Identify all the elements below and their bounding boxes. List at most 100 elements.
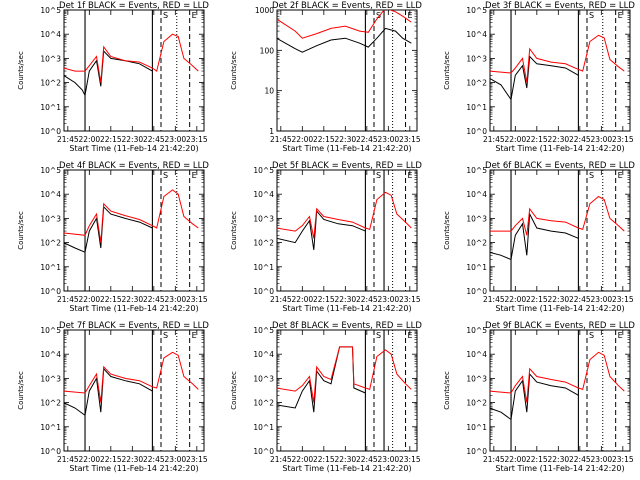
start-marker-label: S (376, 171, 381, 180)
y-axis-label: Counts/sec (230, 211, 238, 250)
x-tick-label: 22:45 (356, 135, 378, 144)
events-series-line (277, 27, 412, 53)
y-axis-label: Counts/sec (17, 211, 25, 250)
y-tick-label: 10^0 (40, 447, 61, 456)
y-tick-label: 10^2 (253, 399, 274, 408)
x-tick-label: 22:30 (122, 135, 144, 144)
lld-series-line (277, 191, 412, 239)
end-marker-label: E (618, 171, 623, 180)
panel-det-9: Det 9f BLACK = Events, RED = LLD 10^0 10^1… (443, 321, 635, 473)
x-tick-label: 23:15 (186, 455, 208, 464)
start-marker-label: S (163, 331, 168, 340)
y-tick-label: 10^4 (466, 30, 487, 39)
y-tick-label: 10^2 (40, 399, 61, 408)
x-tick-label: 23:15 (612, 295, 634, 304)
x-tick-label: 22:00 (79, 295, 101, 304)
plot-frame (276, 169, 418, 292)
y-tick-label: 10^5 (40, 6, 61, 15)
lld-series-line (490, 351, 625, 403)
panel-title: Det 3f BLACK = Events, RED = LLD (485, 1, 635, 11)
x-tick-label: 22:45 (356, 295, 378, 304)
x-tick-label: 22:30 (335, 135, 357, 144)
x-tick-label: 22:45 (143, 135, 165, 144)
events-series-line (64, 205, 153, 253)
y-axis-label: Counts/sec (443, 51, 451, 90)
y-axis-label: Counts/sec (443, 371, 451, 410)
x-axis-label: Start Time (11-Feb-14 21:42:20) (282, 304, 411, 313)
x-tick-label: 22:15 (526, 295, 548, 304)
x-tick-label: 22:00 (292, 455, 314, 464)
end-marker-label: E (408, 11, 413, 20)
x-tick-label: 23:00 (591, 295, 613, 304)
x-tick-label: 22:30 (122, 455, 144, 464)
y-tick-label: 10^0 (253, 287, 274, 296)
end-marker-label: E (192, 171, 197, 180)
panel-title: Det 1f BLACK = Events, RED = LLD (59, 1, 209, 11)
y-tick-label: 10^3 (40, 54, 61, 63)
x-tick-label: 22:30 (122, 295, 144, 304)
x-tick-label: 22:30 (548, 295, 570, 304)
x-tick-label: 23:00 (165, 455, 187, 464)
x-axis-label: Start Time (11-Feb-14 21:42:20) (69, 144, 198, 153)
x-tick-label: 22:45 (569, 455, 591, 464)
x-tick-label: 22:15 (313, 135, 335, 144)
y-tick-label: 10^1 (40, 263, 61, 272)
x-tick-label: 22:45 (143, 295, 165, 304)
y-tick-label: 10^0 (466, 127, 487, 136)
plot-frame (63, 169, 205, 292)
x-tick-label: 22:00 (292, 295, 314, 304)
x-tick-label: 22:15 (313, 295, 335, 304)
x-tick-label: 22:00 (79, 455, 101, 464)
panel-det-2: Det 2f BLACK = Events, RED = LLD 1 10 100 10… (230, 1, 422, 153)
y-tick-label: 10^2 (466, 399, 487, 408)
y-tick-label: 10^5 (466, 326, 487, 335)
events-series-line (490, 372, 579, 421)
end-marker-label: E (408, 171, 413, 180)
y-tick-label: 10^3 (466, 374, 487, 383)
y-tick-label: 10^4 (40, 190, 61, 199)
y-tick-label: 10^2 (40, 239, 61, 248)
start-marker-label: S (376, 11, 381, 20)
x-tick-label: 22:00 (79, 135, 101, 144)
y-tick-label: 10^4 (40, 30, 61, 39)
x-tick-label: 23:15 (399, 135, 421, 144)
x-tick-label: 22:15 (100, 455, 122, 464)
end-marker-label: E (192, 11, 197, 20)
lld-series-line (64, 189, 199, 243)
end-marker-label: E (192, 331, 197, 340)
y-tick-label: 10^3 (466, 54, 487, 63)
x-tick-label: 23:00 (165, 295, 187, 304)
y-tick-label: 10^2 (466, 79, 487, 88)
x-tick-label: 21:45 (483, 295, 505, 304)
start-marker-label: S (376, 331, 381, 340)
events-series-line (277, 209, 366, 250)
x-tick-label: 22:45 (569, 295, 591, 304)
panel-title: Det 7f BLACK = Events, RED = LLD (59, 321, 209, 331)
plot-frame (276, 9, 418, 132)
end-marker-label: E (618, 11, 623, 20)
y-tick-label: 10^1 (40, 103, 61, 112)
x-tick-label: 22:00 (505, 295, 527, 304)
y-tick-label: 10^3 (253, 374, 274, 383)
panel-det-4: Det 4f BLACK = Events, RED = LLD 10^0 10^1… (17, 161, 209, 313)
x-axis-label: Start Time (11-Feb-14 21:42:20) (282, 464, 411, 473)
x-tick-label: 21:45 (483, 135, 505, 144)
y-tick-label: 10^2 (253, 239, 274, 248)
x-tick-label: 22:00 (505, 455, 527, 464)
events-series-line (490, 55, 579, 101)
y-tick-label: 10^1 (466, 263, 487, 272)
lld-series-line (490, 195, 625, 236)
x-tick-label: 23:00 (591, 135, 613, 144)
y-axis-label: Counts/sec (230, 371, 238, 410)
x-axis-label: Start Time (11-Feb-14 21:42:20) (69, 464, 198, 473)
y-tick-label: 10^3 (40, 374, 61, 383)
y-tick-label: 10^1 (466, 103, 487, 112)
x-tick-label: 23:00 (165, 135, 187, 144)
y-tick-label: 10^4 (40, 350, 61, 359)
y-tick-label: 10^4 (466, 350, 487, 359)
x-tick-label: 23:15 (612, 135, 634, 144)
lld-series-line (277, 346, 412, 403)
y-tick-label: 10^5 (253, 166, 274, 175)
end-marker-label: E (408, 331, 413, 340)
y-tick-label: 10^2 (40, 79, 61, 88)
